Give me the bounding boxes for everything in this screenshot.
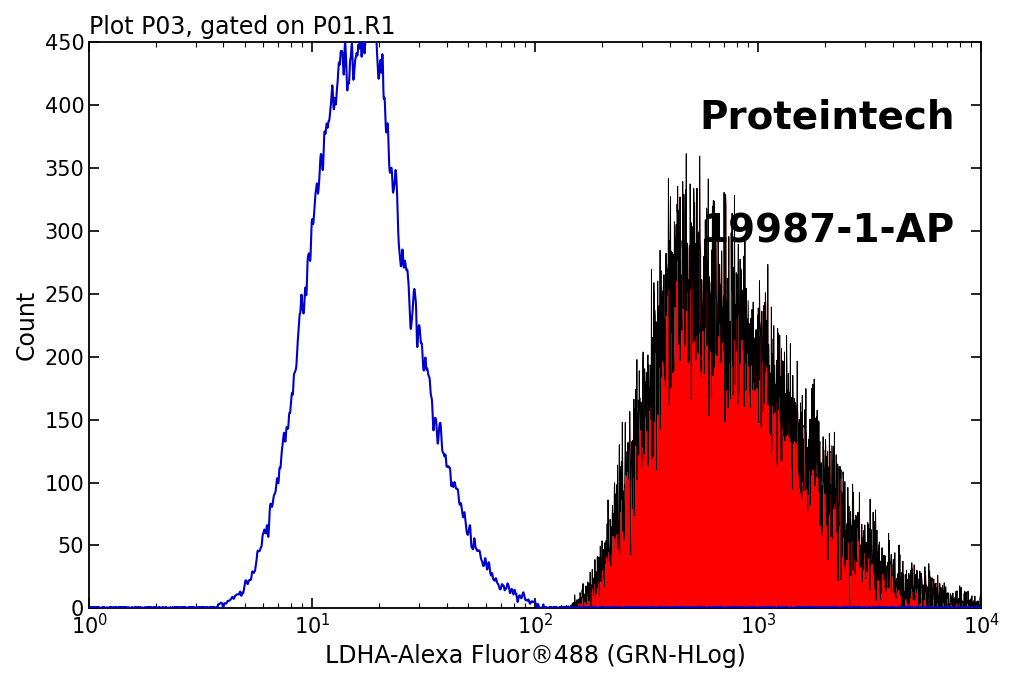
Text: 19987-1-AP: 19987-1-AP bbox=[701, 212, 955, 250]
Text: Plot P03, gated on P01.R1: Plot P03, gated on P01.R1 bbox=[89, 15, 396, 39]
Y-axis label: Count: Count bbox=[15, 290, 39, 361]
X-axis label: LDHA-Alexa Fluor®488 (GRN-HLog): LDHA-Alexa Fluor®488 (GRN-HLog) bbox=[325, 644, 746, 668]
Text: Proteintech: Proteintech bbox=[699, 99, 955, 137]
